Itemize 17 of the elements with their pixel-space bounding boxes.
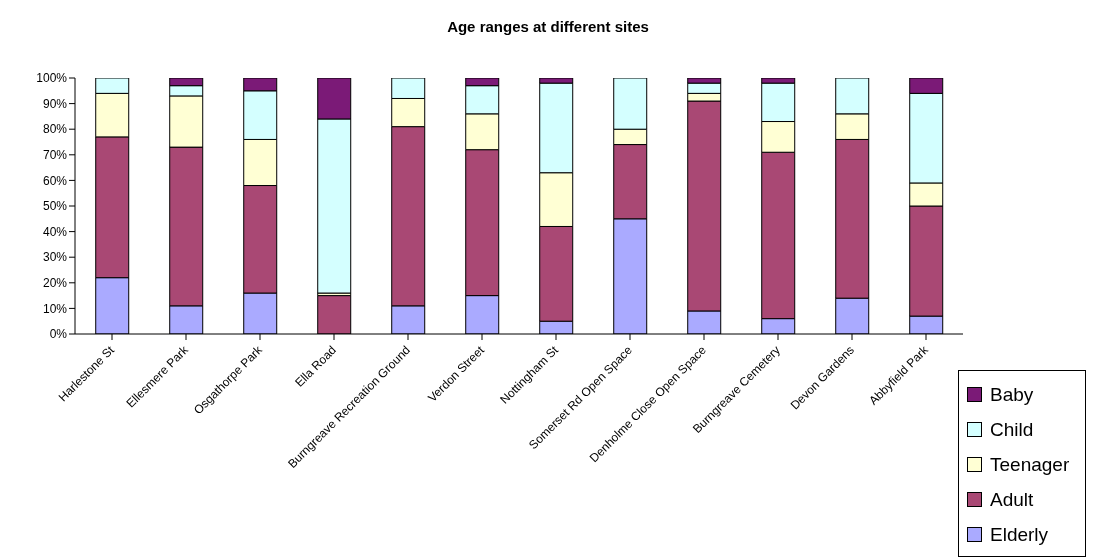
y-tick-label: 0%: [49, 327, 68, 342]
y-tick-label: 10%: [42, 301, 68, 316]
legend-label: Baby: [990, 383, 1034, 406]
chart-title: Age ranges at different sites: [446, 18, 650, 35]
y-tick-label: 30%: [42, 250, 68, 265]
y-tick-label: 80%: [42, 122, 68, 137]
y-tick-label: 100%: [36, 71, 68, 86]
y-tick-label: 20%: [42, 276, 68, 291]
y-tick-label: 70%: [42, 148, 68, 163]
legend-label: Child: [990, 418, 1034, 441]
y-tick-label: 40%: [42, 224, 68, 239]
legend-label: Elderly: [990, 523, 1049, 546]
y-tick-label: 60%: [42, 173, 68, 188]
y-tick-label: 50%: [42, 199, 68, 214]
legend-label: Adult: [990, 488, 1034, 511]
y-tick-label: 90%: [42, 96, 68, 111]
legend-label: Teenager: [990, 453, 1070, 476]
